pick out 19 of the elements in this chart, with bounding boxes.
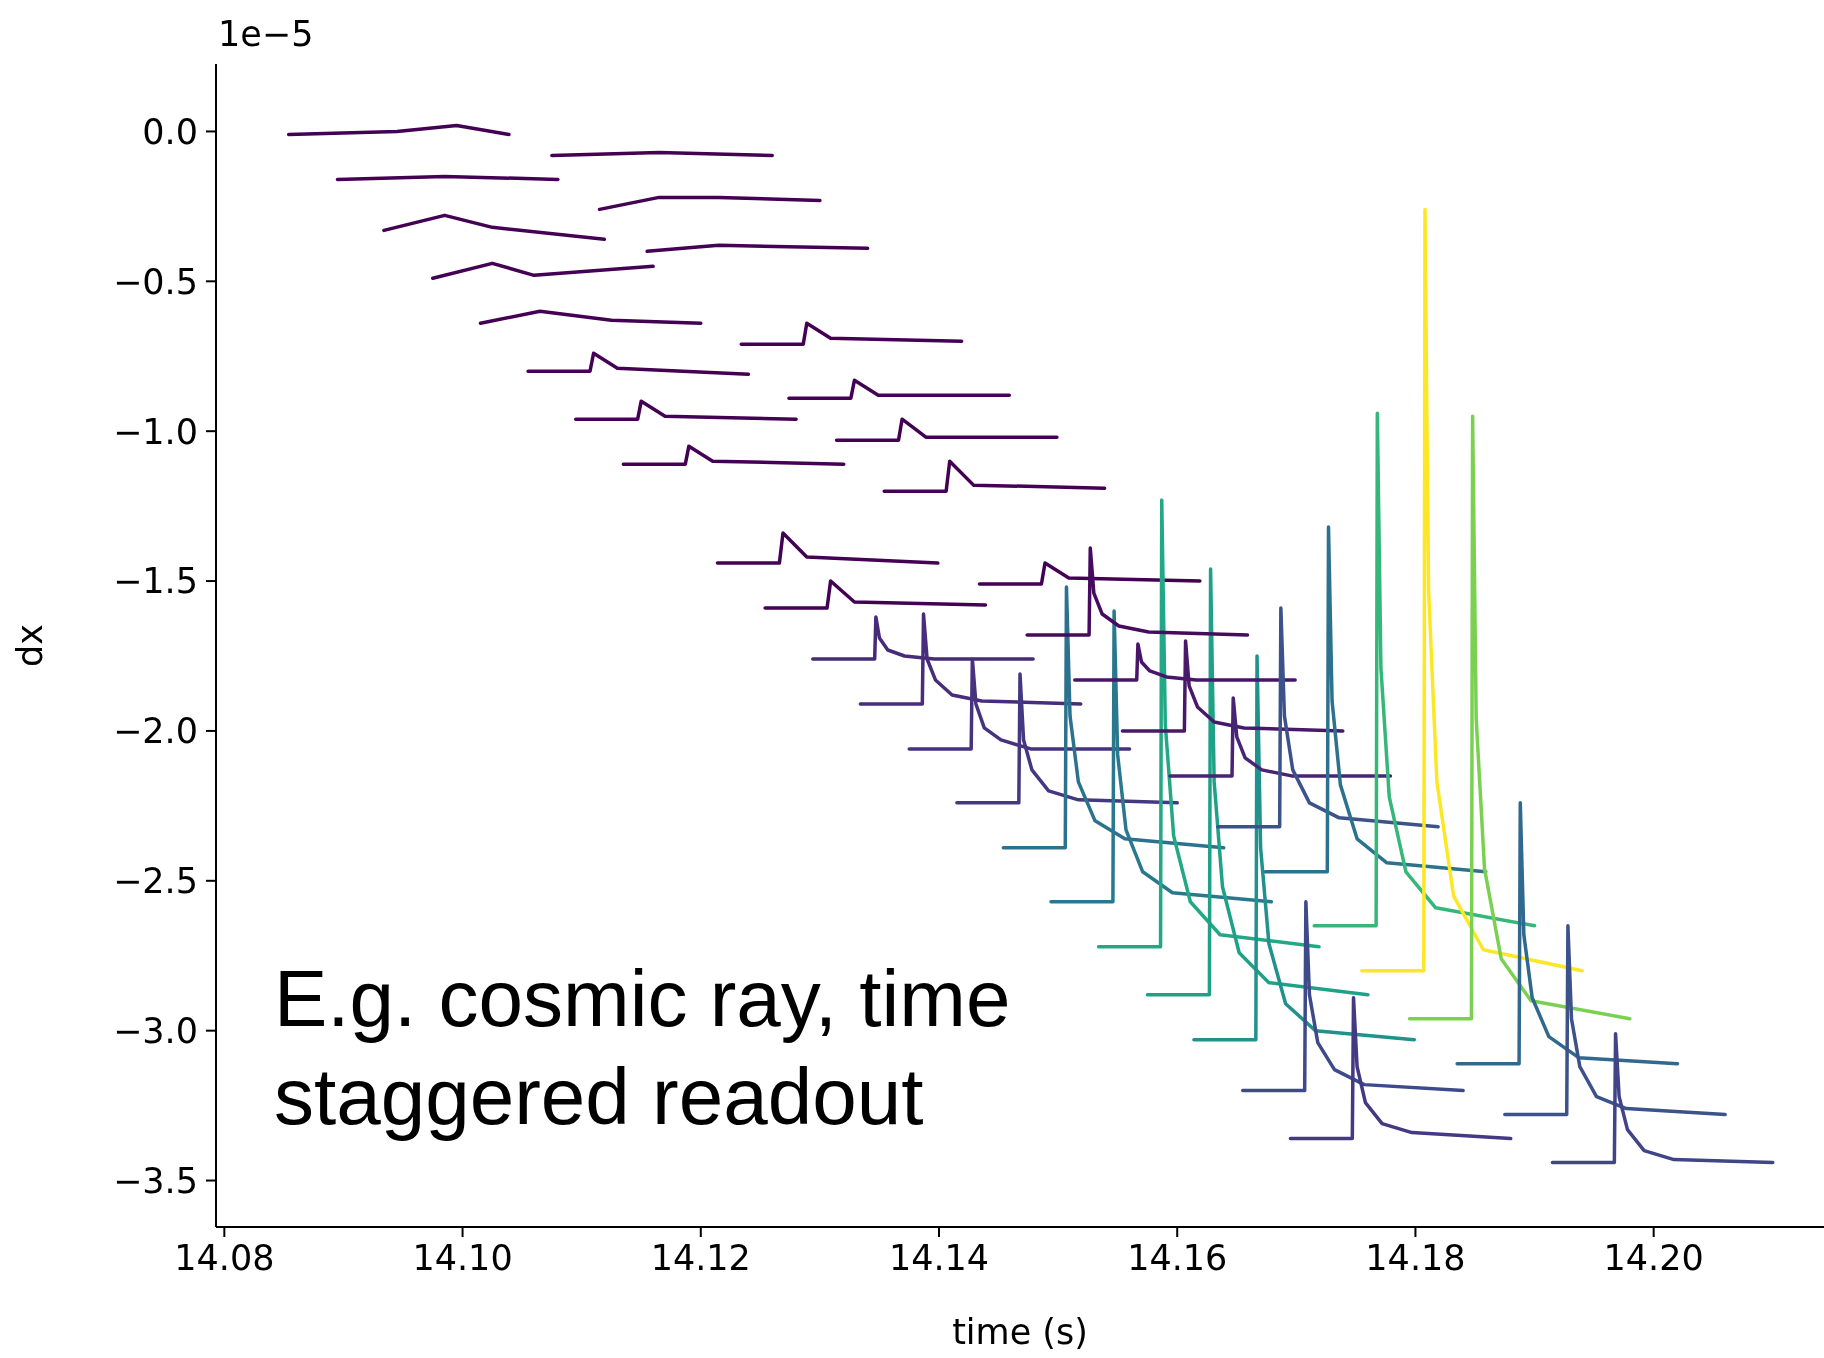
x-tick-label: 14.16	[1127, 1237, 1228, 1278]
annotation: E.g. cosmic ray, time staggered readout	[274, 953, 1012, 1143]
x-tick-label: 14.10	[412, 1237, 513, 1278]
y-tick-label: −1.5	[113, 561, 198, 602]
y-tick-label: −2.0	[113, 711, 198, 752]
x-tick-label: 14.18	[1365, 1237, 1466, 1278]
y-tick-label: −3.0	[113, 1011, 198, 1052]
y-tick-label: −3.5	[113, 1160, 198, 1201]
text: 1e−5	[218, 14, 314, 54]
x-axis-title: time (s)	[952, 1312, 1088, 1352]
y-tick-label: 0.0	[142, 111, 198, 152]
x-tick-label: 14.20	[1603, 1237, 1704, 1278]
x-tick-label: 14.08	[174, 1237, 275, 1278]
x-tick-label: 14.14	[888, 1237, 990, 1278]
y-tick-label: −0.5	[113, 261, 198, 302]
y-axis-title: dx	[10, 624, 51, 667]
x-tick-label: 14.12	[650, 1237, 751, 1278]
y-tick-label: −1.0	[113, 411, 198, 452]
y-tick-label: −2.5	[113, 861, 198, 902]
